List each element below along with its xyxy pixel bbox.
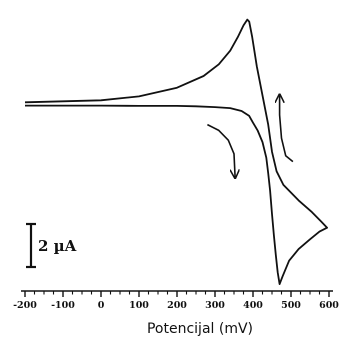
- x-tick-label: 400: [243, 300, 263, 311]
- x-axis-title: Potencijal (mV): [147, 321, 253, 337]
- x-tick-label: -100: [51, 300, 75, 311]
- x-tick-label: 200: [167, 300, 187, 311]
- x-tick-label: -200: [13, 300, 37, 311]
- x-tick-label: 0: [98, 300, 105, 311]
- x-tick-label: 100: [129, 300, 149, 311]
- sweep-direction-arrows: [207, 95, 294, 178]
- x-axis-ticks: [24, 291, 330, 297]
- current-scale-bar: 2 µA: [26, 222, 77, 269]
- x-tick-label: 300: [205, 300, 225, 311]
- voltammogram-curve-0: [24, 18, 328, 285]
- sweep-arrow-1: [280, 95, 294, 163]
- x-axis-tick-labels: -200 -100 0 100 200 300 400 500 600: [13, 300, 339, 311]
- x-tick-label: 600: [319, 300, 339, 311]
- scale-bar-label: 2 µA: [38, 237, 77, 255]
- sweep-arrow-0: [207, 123, 235, 178]
- x-tick-label: 500: [281, 300, 301, 311]
- curve-layer: [24, 18, 328, 285]
